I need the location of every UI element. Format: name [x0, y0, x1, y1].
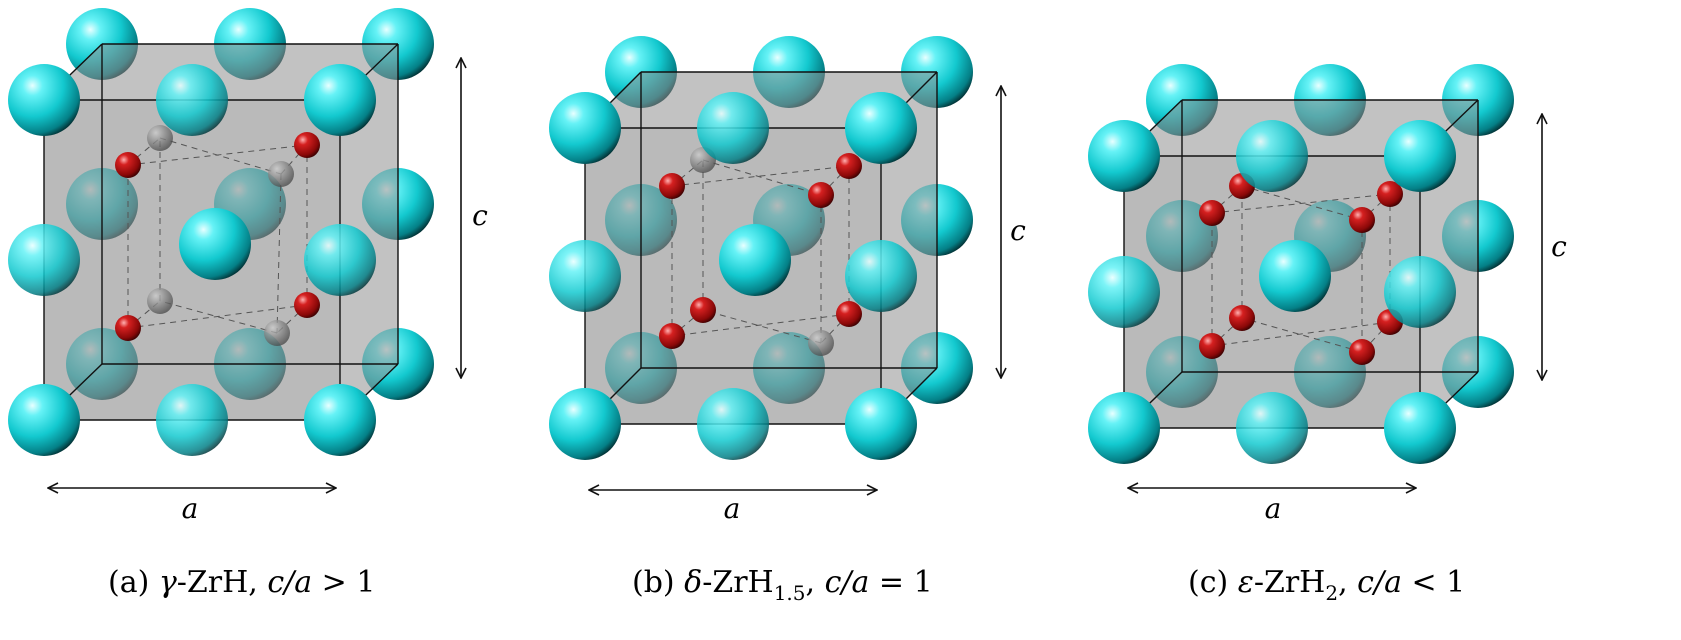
hydrogen-atom — [1377, 181, 1403, 207]
zr-atom — [1259, 240, 1331, 312]
height-label-b: c — [1010, 214, 1026, 247]
inner-cube-edge — [1211, 193, 1391, 214]
hydrogen-atom — [115, 315, 141, 341]
height-label-c: c — [1551, 230, 1567, 263]
zr-atom — [549, 388, 621, 460]
vacant-site — [147, 288, 173, 314]
hydrogen-atom — [115, 152, 141, 178]
caption-a: (a) γ-ZrH, c/a > 1 — [108, 565, 375, 600]
zr-atom — [1384, 392, 1456, 464]
panel-delta-zrh — [549, 36, 1001, 490]
zr-atom — [697, 92, 769, 164]
zr-atom — [1236, 392, 1308, 464]
zr-atom — [8, 64, 80, 136]
hydrogen-atom — [1199, 200, 1225, 226]
inner-cube-edge — [671, 165, 850, 187]
hydrogen-atom — [294, 292, 320, 318]
inner-cube-edge — [276, 173, 282, 334]
hydrogen-atom — [836, 301, 862, 327]
height-label-a: c — [472, 199, 488, 232]
zr-atom — [549, 240, 621, 312]
caption-c: (c) ε-ZrH2, c/a < 1 — [1188, 565, 1465, 605]
hydrogen-atom — [659, 173, 685, 199]
inner-cube-edge — [671, 313, 850, 337]
zr-atom — [549, 92, 621, 164]
zr-atom — [845, 240, 917, 312]
inner-cube-edge — [159, 300, 278, 334]
width-label-b: a — [724, 492, 741, 525]
zr-atom — [304, 224, 376, 296]
inner-cube-edge — [702, 309, 822, 344]
zr-atom — [1384, 256, 1456, 328]
hydrogen-atom — [1229, 305, 1255, 331]
zr-atom — [697, 388, 769, 460]
width-label-c: a — [1265, 492, 1282, 525]
vacant-site — [268, 161, 294, 187]
zr-atom — [8, 384, 80, 456]
zr-atom — [8, 224, 80, 296]
panel-epsilon-zrh — [1088, 64, 1542, 488]
inner-cube-edge — [702, 159, 822, 196]
inner-cube-edge — [1241, 185, 1363, 221]
panel-gamma-zrh — [8, 8, 461, 488]
zr-atom — [156, 64, 228, 136]
inner-cube-edge — [127, 304, 308, 329]
zr-atom — [1088, 392, 1160, 464]
hydrogen-atom — [836, 153, 862, 179]
vacant-site — [808, 330, 834, 356]
cell-side-face — [340, 44, 398, 420]
zr-atom — [304, 64, 376, 136]
inner-cube-edge — [1241, 317, 1363, 353]
zr-atom — [156, 384, 228, 456]
vacant-site — [264, 320, 290, 346]
zr-atom — [304, 384, 376, 456]
caption-b: (b) δ-ZrH1.5, c/a = 1 — [632, 565, 933, 605]
zr-atom — [1088, 120, 1160, 192]
zr-atom — [1384, 120, 1456, 192]
zr-atom — [845, 92, 917, 164]
hydrogen-atom — [690, 297, 716, 323]
zr-atom — [179, 208, 251, 280]
hydrogen-atom — [1199, 333, 1225, 359]
hydrogen-atom — [1349, 207, 1375, 233]
hydrogen-atom — [294, 132, 320, 158]
vacant-site — [147, 125, 173, 151]
width-label-a: a — [182, 492, 199, 525]
zr-atom — [1088, 256, 1160, 328]
zr-atom — [719, 224, 791, 296]
zr-atom — [845, 388, 917, 460]
hydrogen-atom — [1349, 339, 1375, 365]
inner-cube-edge — [1211, 321, 1391, 347]
hydrogen-atom — [808, 182, 834, 208]
hydrogen-atom — [659, 323, 685, 349]
zr-atom — [1236, 120, 1308, 192]
